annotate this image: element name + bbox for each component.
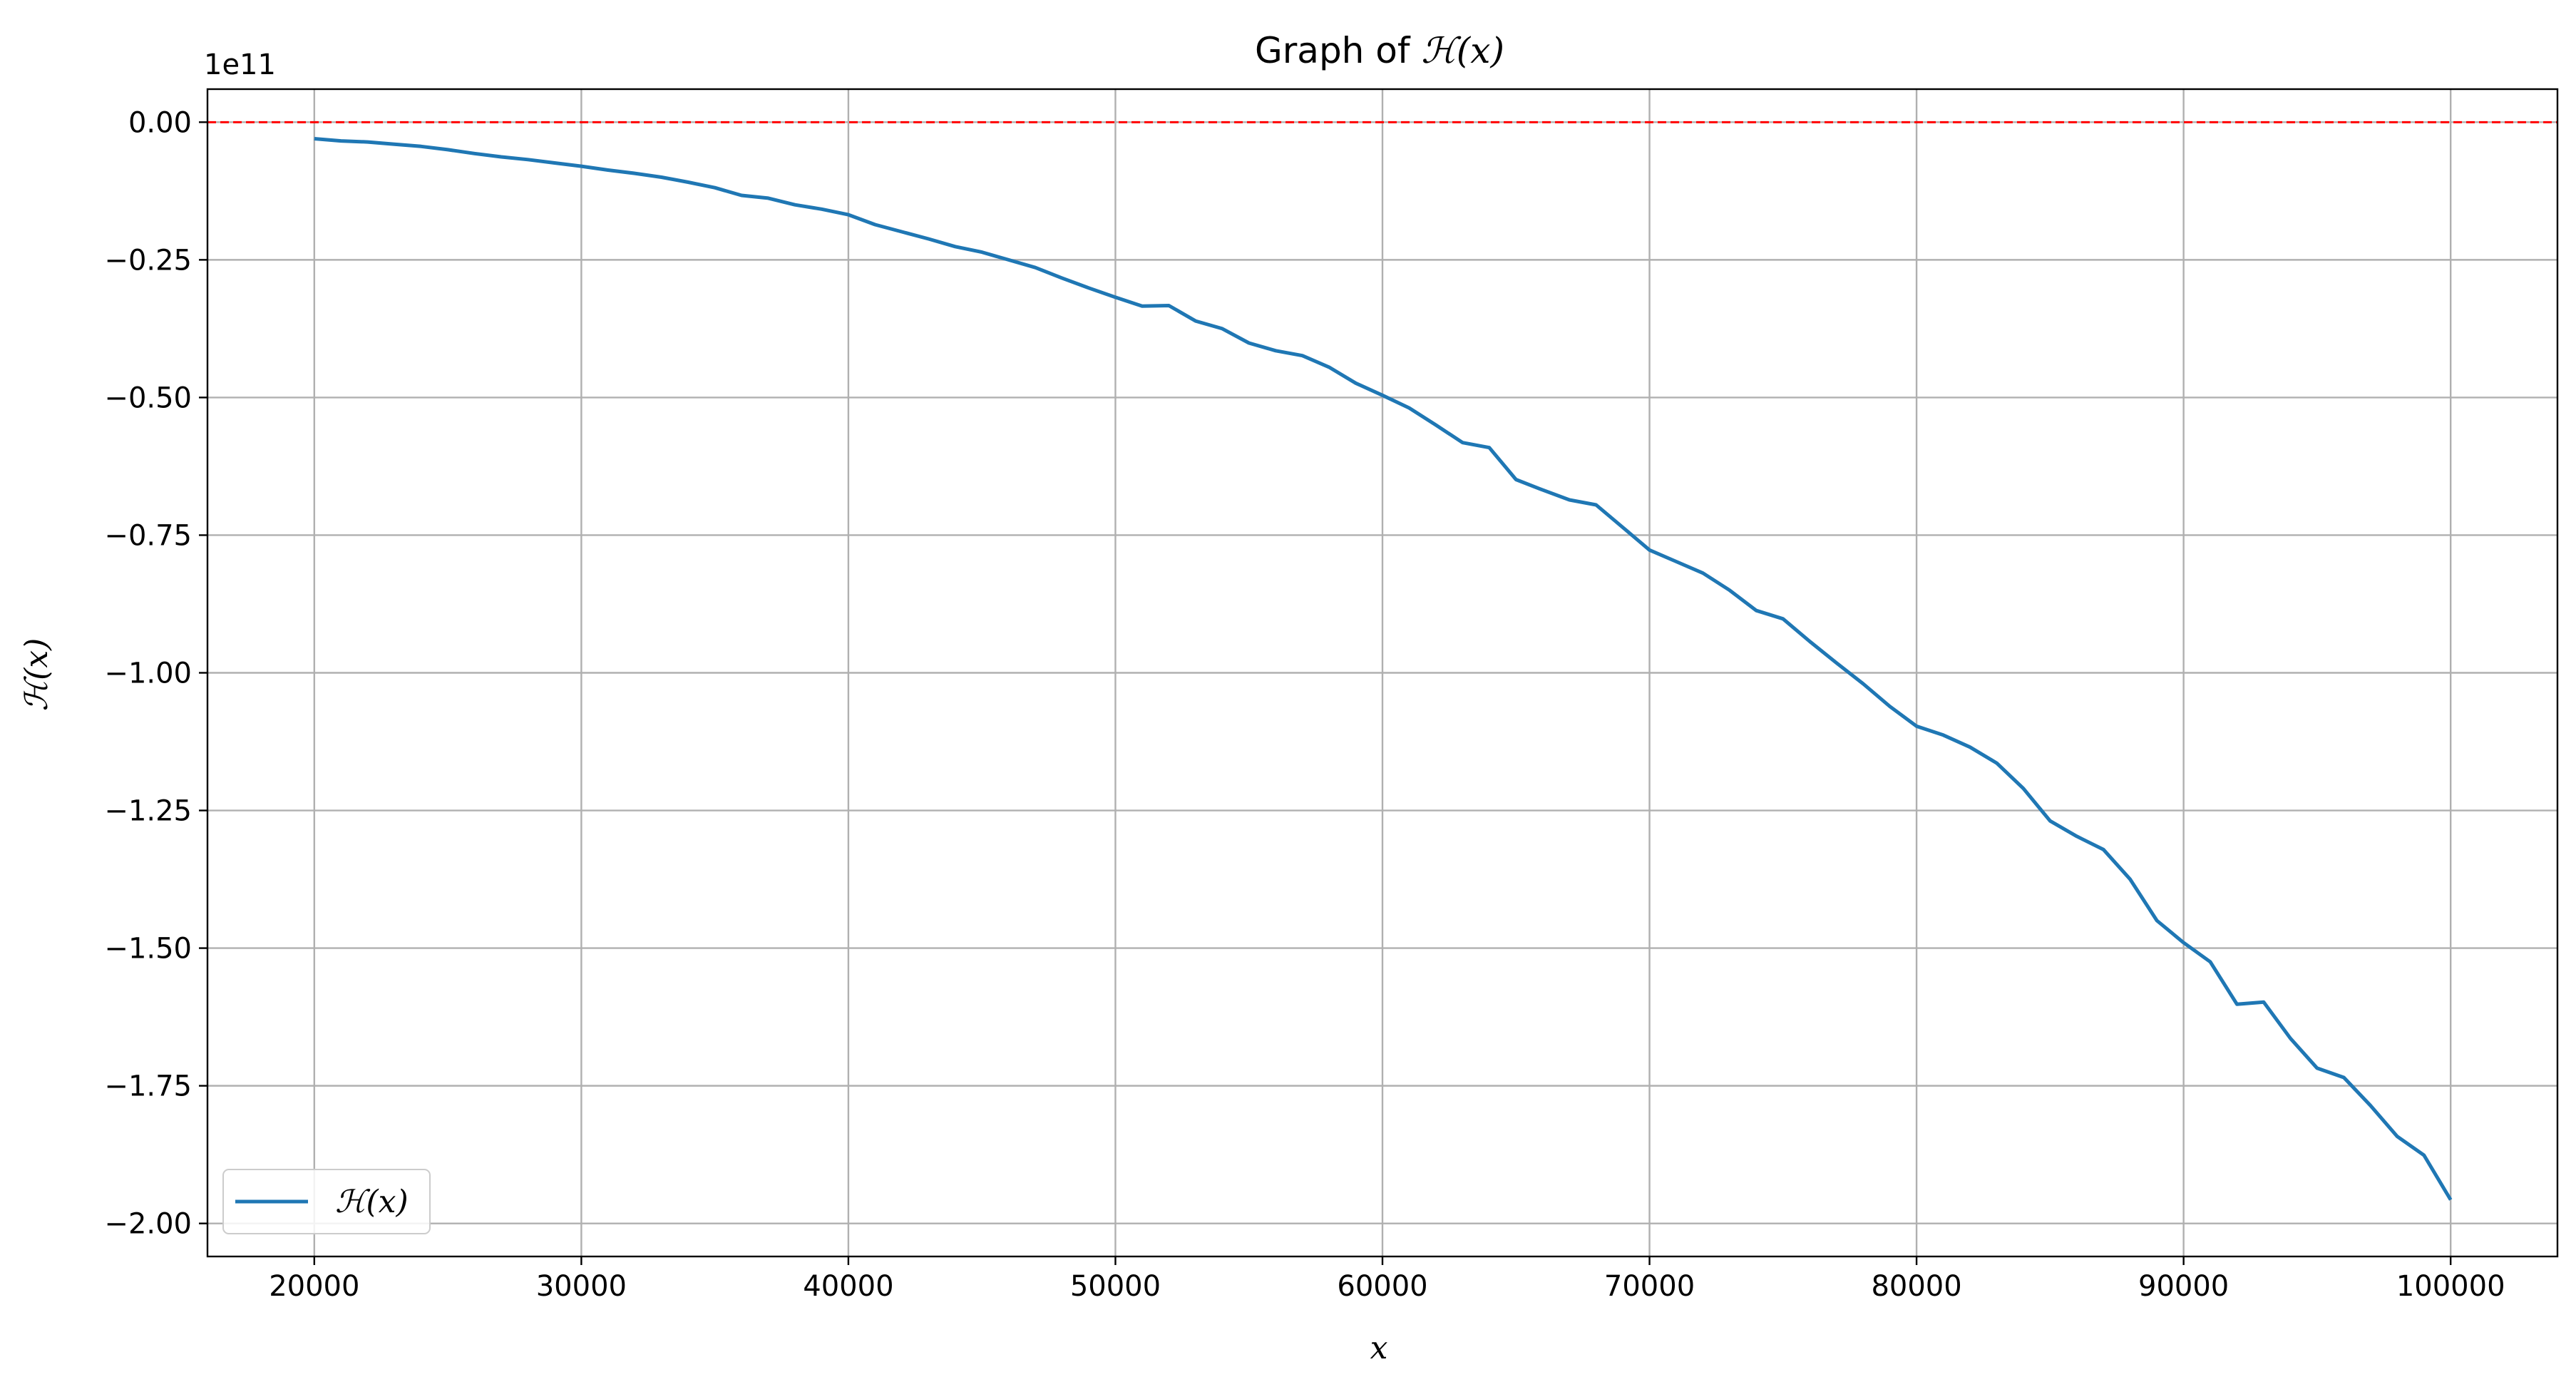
y-tick-label: −2.00 [104, 1208, 192, 1241]
x-tick-label: 100000 [2396, 1270, 2505, 1303]
x-tick-label: 80000 [1871, 1270, 1961, 1303]
y-tick-label: −1.50 [104, 933, 192, 966]
y-tick-label: 0.00 [128, 106, 192, 139]
chart-title: Graph of ℋ(x) [1255, 30, 1504, 71]
chart-title-math: ℋ(x) [1421, 30, 1504, 71]
legend-label: ℋ(x) [335, 1184, 409, 1220]
chart-title-prefix: Graph of [1255, 30, 1421, 71]
x-tick-label: 70000 [1604, 1270, 1695, 1303]
y-axis-offset-label: 1e11 [204, 48, 276, 81]
y-tick-label: −0.75 [104, 519, 192, 552]
y-tick-label: −1.25 [104, 795, 192, 828]
series-layer [314, 137, 2453, 1201]
x-tick-label: 20000 [269, 1270, 359, 1303]
y-axis-label: ℋ(x) [19, 638, 55, 712]
x-tick-label: 40000 [803, 1270, 893, 1303]
x-axis-ticks: 20000 30000 40000 50000 60000 70000 80000 90000… [269, 1256, 2505, 1303]
x-axis-label: x [1370, 1330, 1388, 1366]
x-tick-label: 60000 [1337, 1270, 1427, 1303]
y-tick-label: −1.00 [104, 657, 192, 690]
x-tick-label: 30000 [536, 1270, 627, 1303]
y-tick-label: −1.75 [104, 1070, 192, 1103]
legend: ℋ(x) [222, 1169, 431, 1234]
x-tick-label: 50000 [1070, 1270, 1161, 1303]
x-tick-label: 90000 [2138, 1270, 2229, 1303]
y-axis-ticks: 0.00 −0.25 −0.50 −0.75 −1.00 −1.25 −1.50 −1.75 −… [104, 106, 207, 1241]
y-tick-label: −0.25 [104, 244, 192, 277]
y-tick-label: −0.50 [104, 382, 192, 414]
legend-box [222, 1169, 431, 1234]
series-line [314, 137, 2453, 1201]
